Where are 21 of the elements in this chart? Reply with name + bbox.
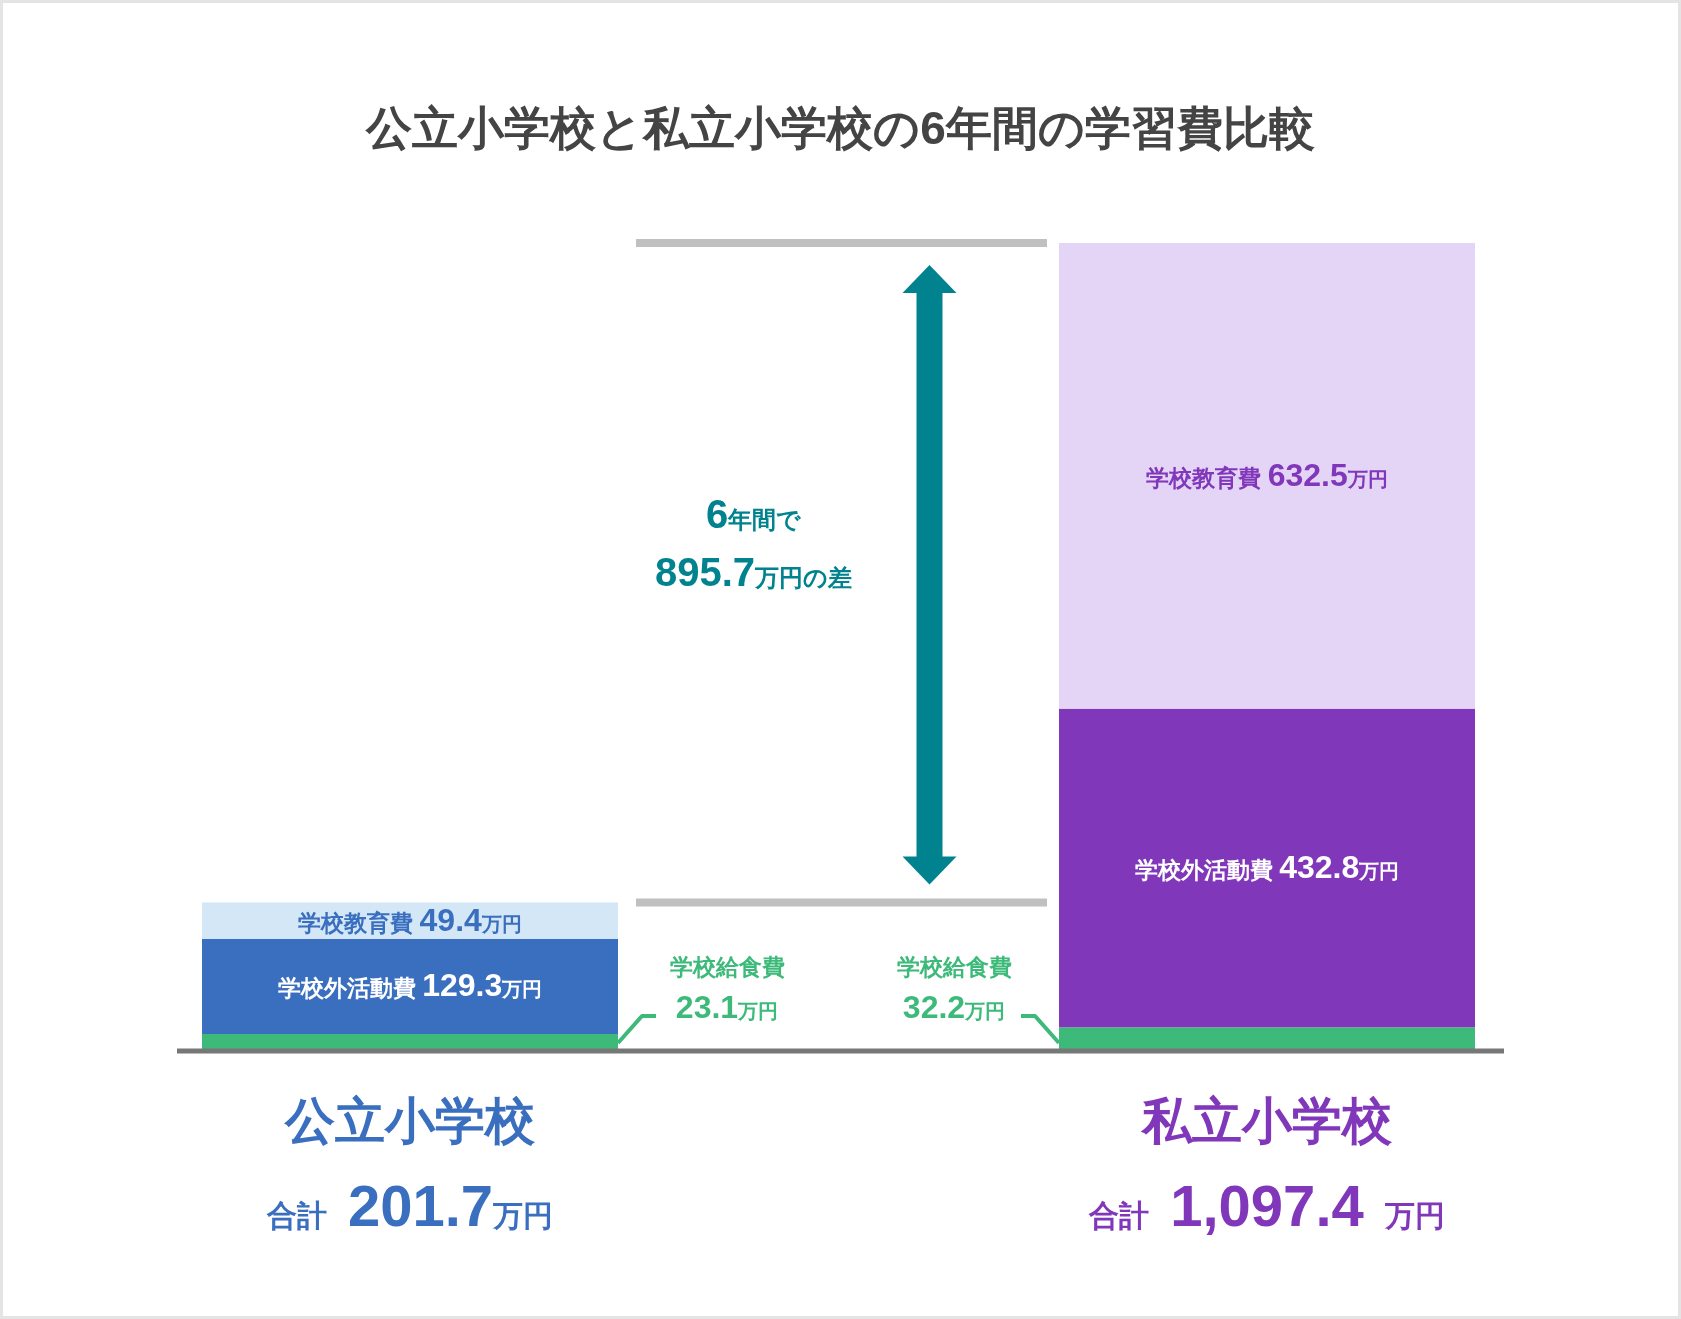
x-tick-label: 公立小学校 [283,1093,536,1149]
data-label: 49.4万円 [419,901,522,938]
data-label: 432.8万円 [1279,848,1400,885]
text: 学校給食費 [669,954,785,980]
series-label: 学校外活動費 [277,975,423,1002]
data-label: 129.3万円 [422,967,543,1004]
data-label: 32.2万円 [902,989,1006,1025]
bar [1059,708,1475,1028]
annotation: 6年間で 895.7万円の差 [654,491,853,594]
bar [202,938,618,1034]
total-label: 合計 201.7万円 [265,1173,554,1238]
text: 学校外活動費 [1134,856,1273,883]
text: 学校教育費 [1146,464,1262,491]
series-label: 学校教育費 [298,909,420,936]
bar [1059,243,1475,709]
chart-title: 公立小学校と私立小学校の6年間の学習費比較 [365,102,1315,154]
data-label: 23.1万円 [675,989,779,1025]
x-tick-label: 私立小学校 [1140,1093,1393,1149]
total-label: 合計 1,097.4 万円 [1088,1173,1445,1238]
data-label: 632.5万円 [1267,456,1388,493]
text: 学校給食費 [896,954,1012,980]
